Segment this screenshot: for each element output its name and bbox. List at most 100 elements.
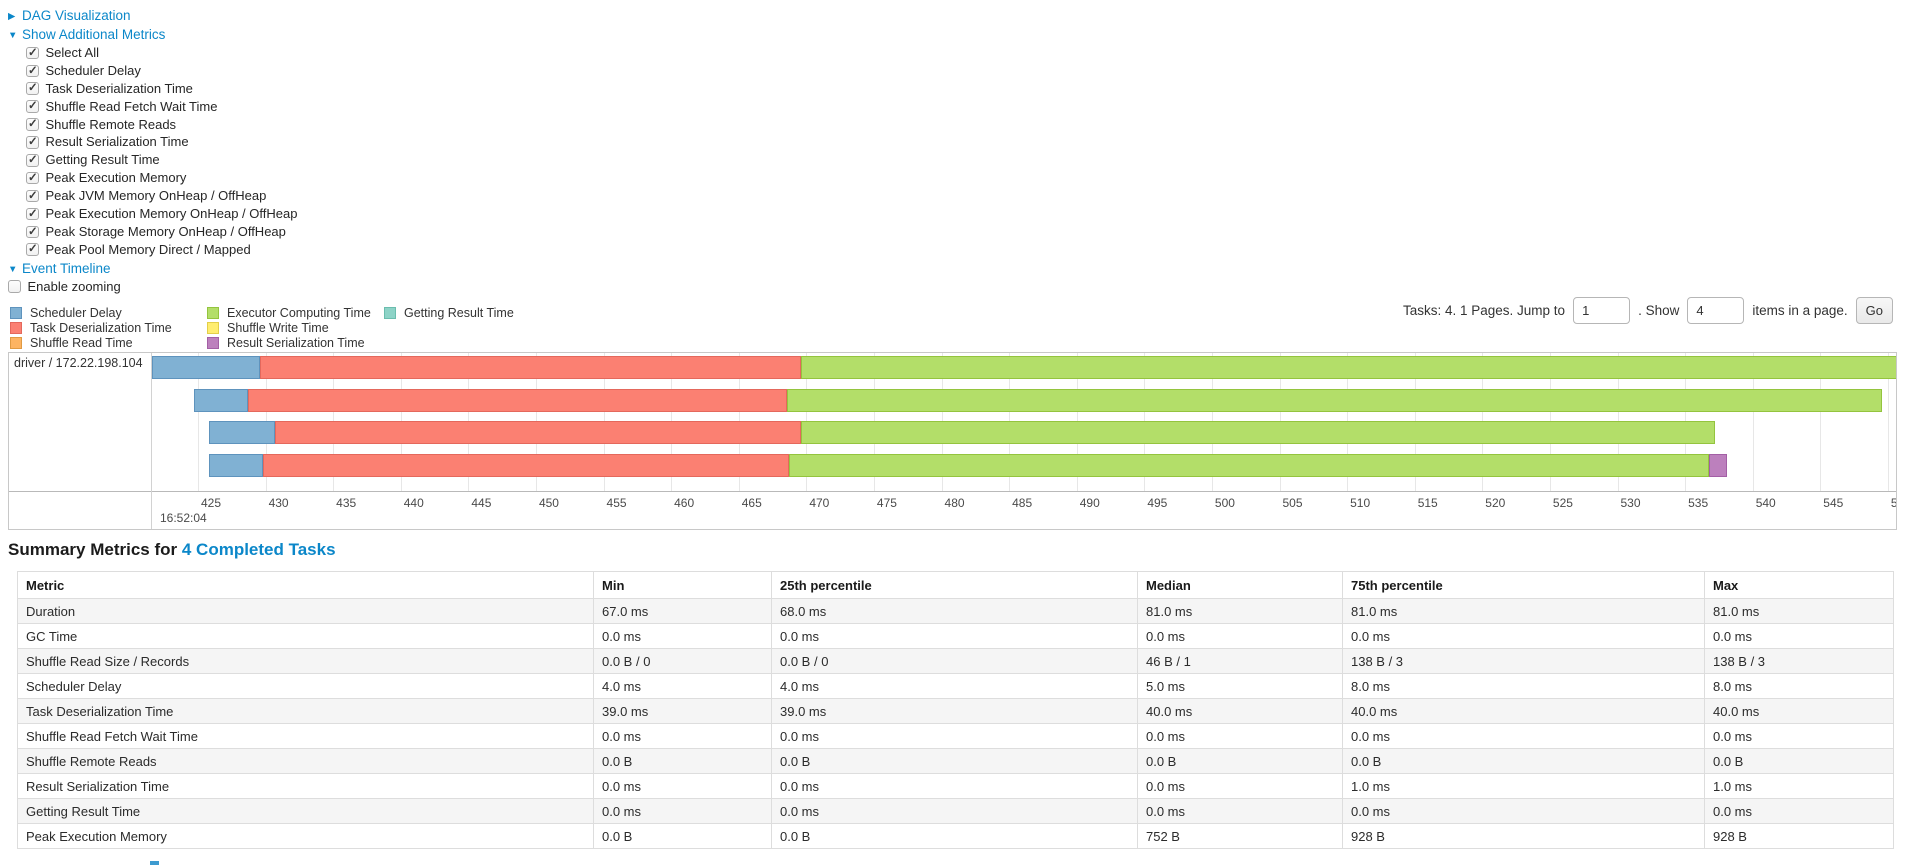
event-timeline-toggle[interactable]: ▼ Event Timeline xyxy=(8,259,297,278)
metric-checkbox[interactable] xyxy=(26,152,39,169)
task-bar-executor_computing[interactable] xyxy=(788,454,1710,477)
page-size-input[interactable] xyxy=(1687,296,1745,324)
metric-value-cell: 0.0 ms xyxy=(1342,798,1705,824)
metric-value-cell: 0.0 ms xyxy=(593,798,772,824)
timeline-gridline xyxy=(1887,353,1889,491)
task-bar-scheduler_delay[interactable] xyxy=(208,421,276,444)
metric-checkbox[interactable] xyxy=(26,81,39,98)
metric-value-cell: 0.0 B xyxy=(593,823,772,849)
metric-checkbox-label: Scheduler Delay xyxy=(45,62,141,78)
task-bar-executor_computing[interactable] xyxy=(800,356,1896,379)
legend-swatch-getting_result xyxy=(384,307,396,320)
metric-checkbox[interactable] xyxy=(26,206,39,223)
task-bar-executor_computing[interactable] xyxy=(787,389,1883,412)
metric-checkbox[interactable] xyxy=(26,134,39,151)
dag-visualization-toggle[interactable]: ▶ DAG Visualization xyxy=(8,6,297,25)
metric-value-cell: 68.0 ms xyxy=(771,598,1138,624)
metric-value-cell: 0.0 B xyxy=(593,748,772,774)
metric-value-cell: 752 B xyxy=(1137,823,1343,849)
next-section-cutoff xyxy=(150,861,159,865)
axis-tick-label: 460 xyxy=(674,496,695,510)
metric-value-cell: 40.0 ms xyxy=(1137,698,1343,724)
table-row: Duration 67.0 ms 68.0 ms 81.0 ms 81.0 ms 81.0… xyxy=(17,598,1894,624)
metric-checkbox[interactable] xyxy=(26,170,39,187)
go-button[interactable]: Go xyxy=(1855,296,1893,324)
enable-zooming-label: Enable zooming xyxy=(27,278,121,294)
show-additional-metrics-label: Show Additional Metrics xyxy=(22,27,166,42)
timeline-legend: Scheduler Delay Task Deserialization Tim… xyxy=(10,306,514,350)
metric-value-cell: 0.0 B / 0 xyxy=(771,648,1138,674)
metric-checkbox-label: Task Deserialization Time xyxy=(45,80,193,96)
metric-value-cell: 0.0 ms xyxy=(771,623,1138,649)
task-bar-executor_computing[interactable] xyxy=(800,421,1715,444)
metric-value-cell: 1.0 ms xyxy=(1704,773,1894,799)
axis-tick-label: 435 xyxy=(336,496,357,510)
axis-tick-label: 505 xyxy=(1282,496,1303,510)
metric-value-cell: 39.0 ms xyxy=(771,698,1138,724)
task-bar-result_serialization[interactable] xyxy=(1709,454,1727,477)
task-bar-scheduler_delay[interactable] xyxy=(208,454,263,477)
metric-checkbox[interactable] xyxy=(26,224,39,241)
collapsed-arrow-icon: ▶ xyxy=(8,11,16,22)
metric-value-cell: 46 B / 1 xyxy=(1137,648,1343,674)
axis-tick-label: 470 xyxy=(809,496,830,510)
axis-major-tick-label: 16:52:04 xyxy=(160,511,207,525)
table-row: GC Time 0.0 ms 0.0 ms 0.0 ms 0.0 ms 0.0 ms xyxy=(17,623,1894,649)
metric-checkbox-row: Peak Execution Memory OnHeap / OffHeap xyxy=(26,205,297,223)
table-column-header: Min xyxy=(593,571,772,599)
metric-value-cell: 0.0 ms xyxy=(1704,723,1894,749)
metric-value-cell: 0.0 ms xyxy=(593,623,772,649)
metric-checkbox[interactable] xyxy=(26,98,39,116)
task-bar-task_deserialization[interactable] xyxy=(275,421,801,444)
stage-controls: ▶ DAG Visualization ▼ Show Additional Metr… xyxy=(8,6,297,296)
expanded-arrow-icon: ▼ xyxy=(8,30,18,41)
metric-value-cell: 0.0 ms xyxy=(771,773,1138,799)
axis-tick-label: 445 xyxy=(471,496,492,510)
event-timeline-chart: driver / 172.22.198.104 16:52:04 425 430 4… xyxy=(8,352,1897,530)
metric-checkbox[interactable] xyxy=(26,63,39,80)
metric-value-cell: 0.0 ms xyxy=(593,723,772,749)
metric-checkbox-label: Peak Storage Memory OnHeap / OffHeap xyxy=(45,223,286,239)
axis-tick-label: 475 xyxy=(876,496,897,510)
task-bar-task_deserialization[interactable] xyxy=(260,356,801,379)
metric-value-cell: 4.0 ms xyxy=(593,673,772,699)
event-timeline-label: Event Timeline xyxy=(22,260,111,276)
metric-checkbox-row: Peak Pool Memory Direct / Mapped xyxy=(26,241,297,259)
metric-value-cell: 0.0 ms xyxy=(771,723,1138,749)
task-bar-task_deserialization[interactable] xyxy=(247,389,788,412)
metric-checkbox[interactable] xyxy=(26,188,39,205)
table-column-header: Metric xyxy=(17,571,594,599)
legend-label: Scheduler Delay xyxy=(30,306,122,321)
task-bar-task_deserialization[interactable] xyxy=(262,454,789,477)
legend-item: Shuffle Read Time xyxy=(10,336,207,351)
axis-tick-label: 545 xyxy=(1823,496,1844,510)
metric-value-cell: 40.0 ms xyxy=(1704,698,1894,724)
enable-zooming-checkbox[interactable] xyxy=(8,280,21,293)
metrics-checkbox-list: Select All Scheduler Delay Task Deserial… xyxy=(8,44,297,259)
enable-zooming-row: Enable zooming xyxy=(8,278,297,296)
metric-checkbox[interactable] xyxy=(26,45,39,62)
task-bar-scheduler_delay[interactable] xyxy=(193,389,248,412)
axis-tick-label: 5 xyxy=(1890,496,1896,510)
axis-tick-label: 480 xyxy=(944,496,965,510)
legend-column: Scheduler Delay Task Deserialization Tim… xyxy=(10,306,207,350)
axis-tick-label: 455 xyxy=(606,496,627,510)
axis-tick-label: 525 xyxy=(1552,496,1573,510)
metric-name-cell: Shuffle Remote Reads xyxy=(17,748,594,774)
jump-to-page-input[interactable] xyxy=(1573,296,1631,324)
completed-tasks-link[interactable]: 4 Completed Tasks xyxy=(181,540,336,559)
metric-value-cell: 0.0 ms xyxy=(1704,798,1894,824)
table-row: Result Serialization Time 0.0 ms 0.0 ms 0.0… xyxy=(17,773,1894,799)
axis-tick-label: 465 xyxy=(741,496,762,510)
legend-label: Executor Computing Time xyxy=(227,306,371,321)
metric-value-cell: 40.0 ms xyxy=(1342,698,1705,724)
metric-name-cell: Task Deserialization Time xyxy=(17,698,594,724)
show-additional-metrics-toggle[interactable]: ▼ Show Additional Metrics xyxy=(8,25,297,44)
axis-tick-label: 520 xyxy=(1485,496,1506,510)
task-bar-scheduler_delay[interactable] xyxy=(152,356,261,379)
metric-checkbox[interactable] xyxy=(26,116,39,134)
metric-checkbox[interactable] xyxy=(26,242,39,259)
metric-value-cell: 0.0 B xyxy=(771,748,1138,774)
metric-checkbox-row: Scheduler Delay xyxy=(26,62,297,80)
